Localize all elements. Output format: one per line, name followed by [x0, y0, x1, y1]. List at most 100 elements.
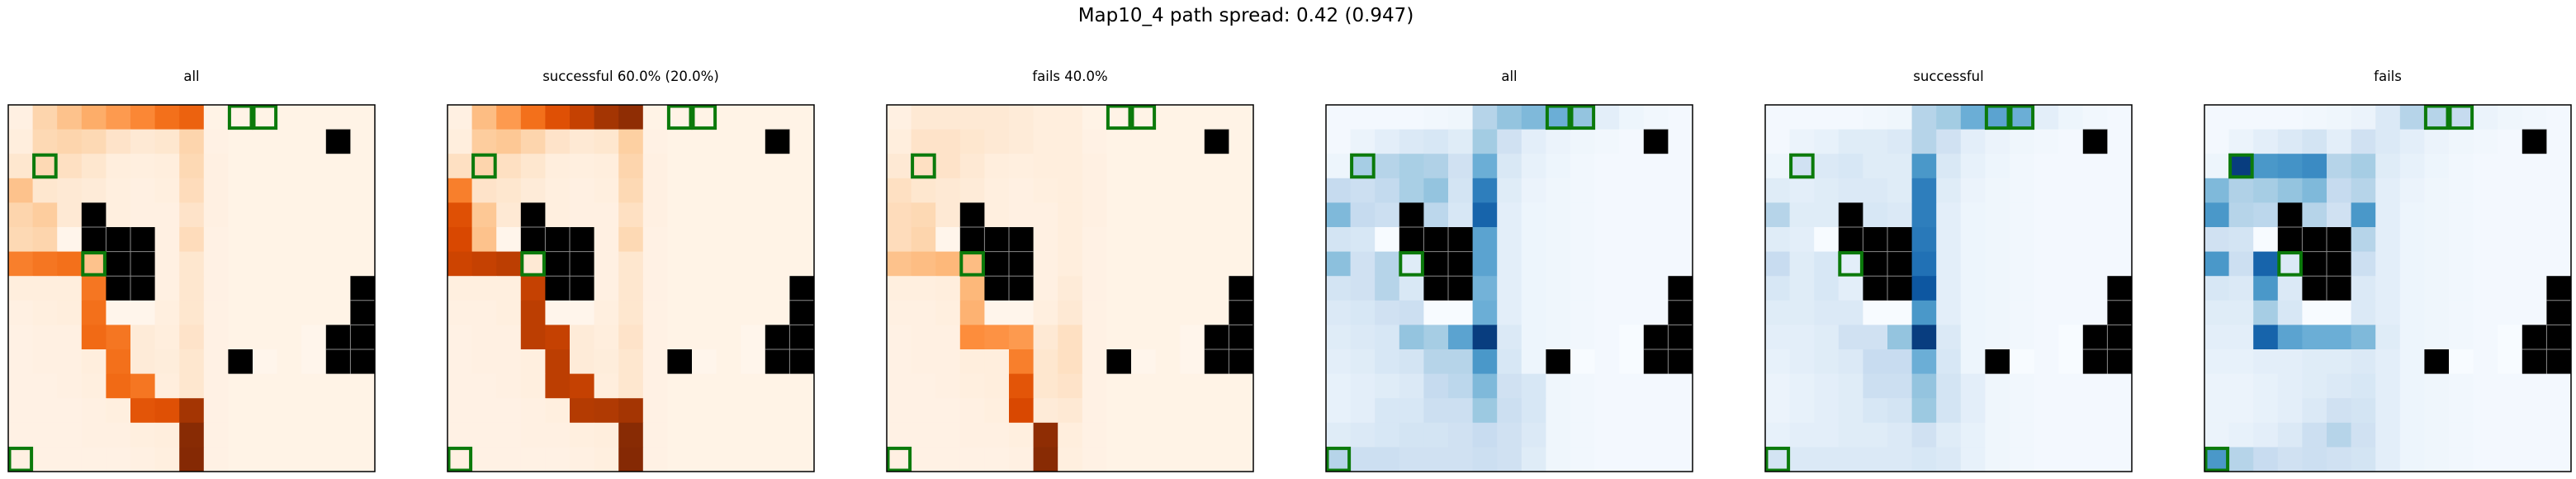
heatmap-cell	[667, 422, 693, 448]
heatmap-cell	[959, 325, 985, 350]
heatmap-cell	[1960, 373, 1986, 399]
heatmap-cell	[887, 398, 912, 424]
heatmap-cell	[1180, 202, 1205, 228]
heatmap-cell	[1619, 422, 1645, 448]
heatmap-cell	[350, 398, 376, 424]
heatmap-cell	[253, 154, 278, 179]
heatmap-cell	[1497, 251, 1522, 277]
heatmap-cell	[1326, 447, 1352, 472]
heatmap-cell	[1619, 129, 1645, 154]
heatmap-cell	[81, 447, 107, 472]
heatmap-cell	[2253, 202, 2279, 228]
heatmap-cell	[887, 178, 912, 203]
heatmap-cell	[789, 422, 815, 448]
heatmap-cell	[1082, 276, 1107, 301]
heatmap-cell	[1375, 325, 1400, 350]
highlighted-cell-marker	[1106, 104, 1132, 130]
heatmap-cell	[2277, 398, 2303, 424]
heatmap-cell	[1399, 154, 1424, 179]
heatmap-cell	[520, 398, 546, 424]
heatmap-cell	[1863, 447, 1888, 472]
heatmap-cell	[203, 105, 229, 130]
heatmap-cell	[1765, 447, 1791, 472]
heatmap-cell	[911, 422, 936, 448]
obstacle-cell	[959, 202, 985, 228]
obstacle-cell	[325, 349, 351, 375]
heatmap-cell	[2082, 300, 2108, 325]
heatmap-cell	[520, 325, 546, 350]
heatmap-cell	[1033, 349, 1058, 375]
obstacle-cell	[2424, 349, 2450, 375]
heatmap-cell	[2522, 422, 2547, 448]
heatmap-cell	[1009, 154, 1035, 179]
heatmap-cell	[692, 447, 717, 472]
heatmap-cell	[106, 422, 131, 448]
heatmap-cell	[1546, 276, 1571, 301]
heatmap-cell	[618, 178, 644, 203]
heatmap-cell	[741, 398, 766, 424]
heatmap-cell	[2228, 202, 2254, 228]
heatmap-cell	[350, 129, 376, 154]
heatmap-cell	[2010, 398, 2035, 424]
heatmap-cell	[2351, 398, 2376, 424]
heatmap-cell	[179, 178, 205, 203]
heatmap-cell	[1326, 154, 1352, 179]
heatmap-cell	[545, 178, 571, 203]
heatmap-cell	[1497, 398, 1522, 424]
highlighted-cell-marker	[691, 104, 717, 130]
heatmap-cell	[1814, 178, 1840, 203]
heatmap-cell	[1009, 178, 1035, 203]
heatmap-cell	[1350, 129, 1376, 154]
heatmap-cell	[1765, 178, 1791, 203]
heatmap-cell	[1155, 422, 1181, 448]
heatmap-cell	[2302, 398, 2327, 424]
heatmap-cell	[130, 349, 156, 375]
heatmap-cell	[1423, 154, 1449, 179]
heatmap-cell	[1375, 349, 1400, 375]
heatmap-cell	[325, 105, 351, 130]
heatmap-cell	[2473, 349, 2498, 375]
heatmap-cell	[81, 398, 107, 424]
heatmap-cell	[1594, 349, 1620, 375]
heatmap-cell	[1082, 178, 1107, 203]
heatmap-cell	[1106, 325, 1132, 350]
heatmap-cell	[2498, 349, 2523, 375]
heatmap-cell	[1887, 105, 1913, 130]
heatmap-cell	[496, 154, 522, 179]
heatmap-cell	[692, 398, 717, 424]
heatmap-cell	[2058, 447, 2084, 472]
heatmap-cell	[2277, 154, 2303, 179]
heatmap-cell	[179, 129, 205, 154]
heatmap-cell	[1375, 178, 1400, 203]
heatmap-cell	[447, 373, 473, 399]
heatmap-cell	[2522, 227, 2547, 253]
heatmap-cell	[447, 227, 473, 253]
heatmap-cell	[2228, 300, 2254, 325]
heatmap-cell	[1033, 447, 1058, 472]
heatmap-cell	[1497, 276, 1522, 301]
heatmap-cell	[2010, 154, 2035, 179]
heatmap-cell	[2546, 422, 2572, 448]
heatmap-cell	[106, 373, 131, 399]
heatmap-cell	[1887, 398, 1913, 424]
heatmap-cell	[1204, 154, 1229, 179]
heatmap-cell	[471, 105, 497, 130]
heatmap-cell	[1594, 129, 1620, 154]
heatmap-cell	[447, 422, 473, 448]
heatmap-cell	[1375, 251, 1400, 277]
heatmap-cell	[1131, 105, 1157, 130]
heatmap-cell	[1229, 373, 1254, 399]
heatmap-cell	[2424, 373, 2450, 399]
heatmap-cell	[154, 105, 180, 130]
heatmap-cell	[594, 154, 619, 179]
heatmap-cell	[1594, 251, 1620, 277]
heatmap-cell	[1960, 349, 1986, 375]
heatmap-cell	[81, 178, 107, 203]
heatmap-cell	[1375, 398, 1400, 424]
heatmap-cell	[1863, 325, 1888, 350]
heatmap-cell	[2424, 202, 2450, 228]
heatmap-cell	[594, 251, 619, 277]
heatmap-cell	[594, 398, 619, 424]
heatmap-cell	[618, 349, 644, 375]
heatmap-cell	[1960, 398, 1986, 424]
